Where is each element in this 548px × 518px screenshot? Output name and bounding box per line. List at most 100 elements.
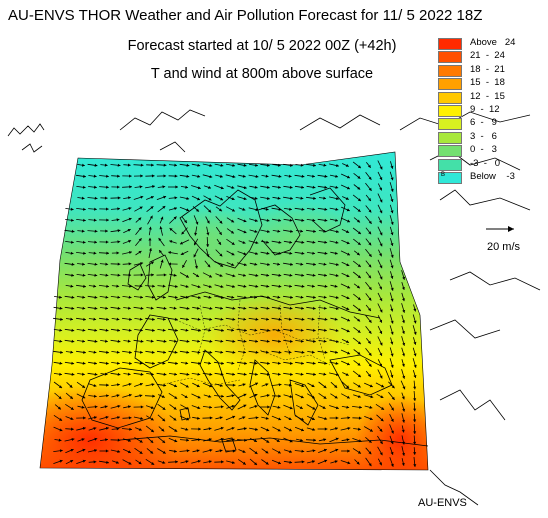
- wind-arrow-head: [159, 250, 162, 254]
- wind-arrow-head: [413, 364, 417, 368]
- wind-arrow-head: [117, 273, 121, 277]
- wind-arrow-head: [127, 372, 131, 376]
- wind-arrow-head: [128, 306, 131, 310]
- wind-arrow-head: [232, 163, 235, 167]
- wind-arrow-head: [117, 306, 121, 310]
- wind-arrow-head: [243, 339, 247, 343]
- wind-arrow-head: [335, 185, 339, 189]
- wind-arrow-head: [335, 263, 339, 266]
- wind-arrow-head: [255, 339, 258, 343]
- wind-arrow-head: [83, 284, 86, 288]
- wind-arrow-head: [324, 207, 328, 211]
- wind-arrow-head: [357, 450, 361, 454]
- wind-arrow-head: [230, 230, 234, 234]
- wind-arrow-head: [266, 306, 270, 310]
- wind-arrow-head: [357, 384, 361, 388]
- wind-arrow-head: [346, 175, 350, 179]
- wind-arrow-head: [323, 438, 327, 442]
- wind-arrow-head: [357, 374, 361, 378]
- wind-arrow-head: [267, 229, 270, 233]
- wind-arrow-head: [70, 417, 74, 420]
- wind-arrow-head: [266, 284, 270, 288]
- wind-arrow-head: [196, 449, 200, 453]
- wind-arrow-head: [300, 262, 304, 266]
- wind-arrow-head: [150, 339, 154, 343]
- wind-arrow-head: [151, 273, 154, 277]
- wind-arrow-head: [209, 448, 213, 452]
- wind-arrow-head: [231, 185, 235, 189]
- wind-arrow-head: [254, 185, 258, 189]
- wind-arrow-head: [150, 450, 154, 454]
- wind-arrow-head: [390, 298, 394, 302]
- wind-arrow-head: [346, 241, 350, 245]
- legend-swatch: [438, 64, 462, 77]
- wind-arrow-head: [116, 251, 120, 255]
- wind-arrow-head: [313, 372, 316, 376]
- legend-swatch: [438, 51, 462, 64]
- wind-arrow-head: [185, 460, 189, 464]
- wind-arrow-head: [174, 196, 178, 200]
- wind-arrow-head: [220, 350, 224, 354]
- wind-arrow-head: [220, 405, 224, 409]
- wind-arrow-head: [197, 416, 200, 420]
- wind-arrow-head: [231, 427, 235, 430]
- wind-arrow-head: [346, 438, 350, 442]
- wind-arrow-head: [266, 240, 269, 244]
- wind-arrow-head: [70, 251, 74, 255]
- wind-arrow-head: [290, 229, 293, 233]
- wind-arrow-head: [71, 240, 74, 244]
- wind-arrow-head: [379, 286, 382, 290]
- wind-arrow-head: [347, 318, 350, 322]
- wind-arrow-head: [301, 449, 305, 453]
- wind-arrow-head: [231, 438, 235, 442]
- wind-arrow-head: [290, 372, 293, 376]
- wind-arrow-head: [194, 242, 197, 246]
- wind-arrow-head: [324, 284, 328, 288]
- wind-arrow-head: [357, 264, 361, 267]
- wind-arrow-head: [104, 196, 108, 200]
- wind-arrow-head: [335, 207, 339, 211]
- wind-arrow-head: [197, 295, 201, 299]
- wind-arrow-head: [208, 197, 212, 201]
- wind-arrow-head: [265, 461, 269, 465]
- wind-arrow-head: [209, 306, 213, 310]
- forecast-domain-outline: [39, 151, 429, 471]
- wind-arrow-head: [220, 317, 224, 321]
- wind-arrow-head: [334, 284, 338, 288]
- wind-arrow-head: [390, 275, 394, 279]
- wind-arrow-head: [209, 416, 213, 420]
- wind-arrow-head: [313, 262, 316, 266]
- wind-arrow-head: [151, 295, 155, 299]
- wind-arrow-head: [196, 208, 199, 212]
- wind-arrow-head: [357, 329, 361, 333]
- wind-arrow-head: [336, 340, 339, 343]
- wind-arrow-head: [347, 252, 350, 256]
- wind-arrow-head: [197, 372, 201, 376]
- wind-arrow-head: [94, 405, 98, 409]
- wind-arrow-head: [255, 427, 258, 431]
- wind-arrow-head: [312, 306, 316, 310]
- wind-arrow-head: [277, 196, 281, 200]
- wind-arrow-head: [368, 439, 372, 443]
- wind-arrow-head: [160, 216, 164, 220]
- wind-arrow-head: [266, 317, 269, 321]
- wind-arrow-head: [390, 221, 394, 225]
- legend-item: 12 - 15: [438, 91, 538, 104]
- wind-arrow-head: [70, 407, 74, 410]
- wind-arrow-head: [381, 407, 385, 410]
- wind-arrow-head: [59, 418, 63, 421]
- wind-arrow-head: [255, 174, 259, 178]
- wind-arrow-head: [160, 259, 164, 263]
- wind-arrow-head: [162, 418, 166, 422]
- wind-arrow-head: [267, 295, 270, 299]
- wind-arrow-head: [413, 408, 417, 412]
- wind-arrow-head: [357, 198, 361, 202]
- wind-arrow-head: [148, 237, 152, 241]
- wind-arrow-head: [390, 165, 394, 169]
- wind-arrow-head: [163, 306, 167, 310]
- wind-arrow-head: [313, 295, 316, 299]
- wind-arrow-head: [243, 404, 247, 408]
- wind-arrow-head: [356, 461, 360, 465]
- wind-arrow-head: [127, 339, 131, 343]
- wind-arrow-head: [402, 353, 405, 357]
